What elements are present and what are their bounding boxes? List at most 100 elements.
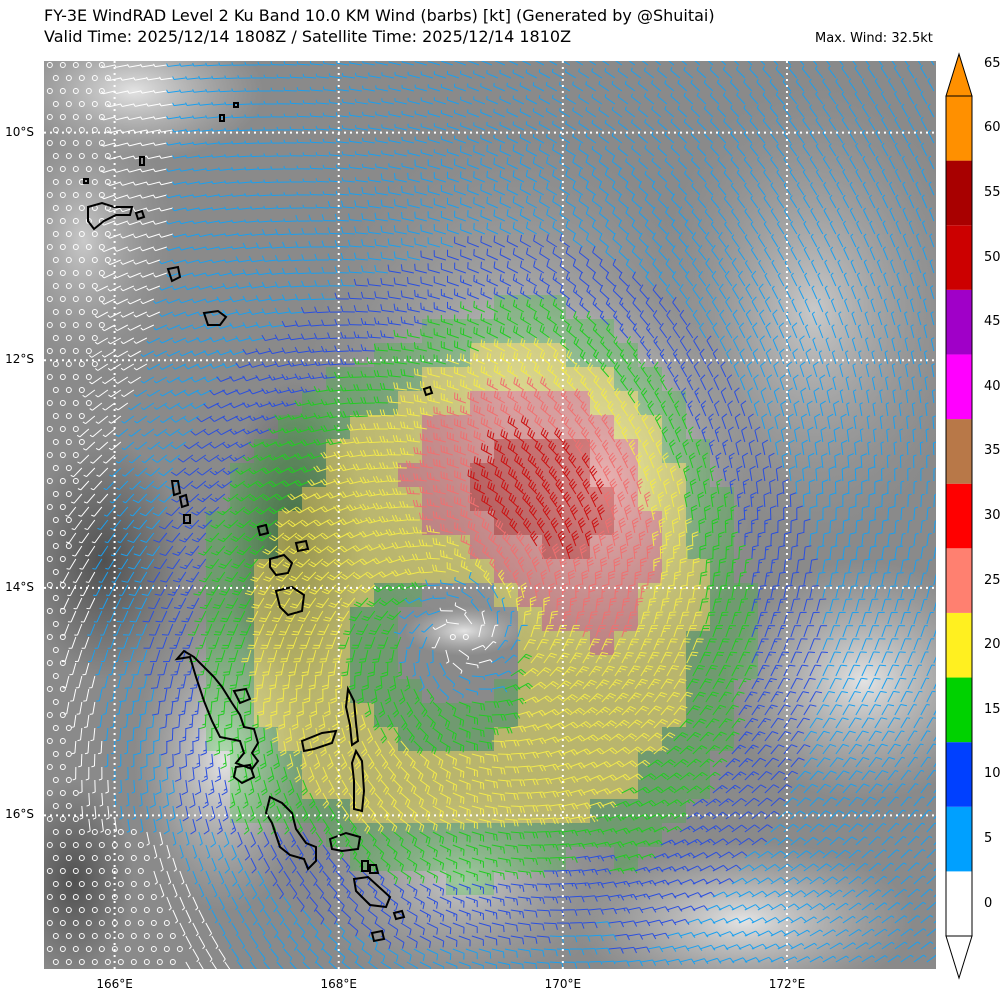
wind-barb <box>810 182 818 196</box>
colorbar-tick-label: 0 <box>984 895 993 911</box>
wind-barb <box>796 156 805 170</box>
colorbar-bin <box>946 677 972 743</box>
wind-barb <box>460 197 473 209</box>
colorbar-bin <box>946 871 972 936</box>
wind-barb <box>401 163 414 170</box>
wind-barb <box>617 145 629 157</box>
wind-barb <box>795 78 805 92</box>
wind-barb <box>631 119 642 131</box>
colorbar-bin <box>946 548 972 613</box>
wind-barb <box>618 168 629 183</box>
wind-barb <box>257 192 271 197</box>
wind-barb <box>506 108 519 118</box>
wind-barb <box>140 90 154 94</box>
wind-barb <box>179 63 193 67</box>
wind-barb <box>565 68 577 79</box>
colorbar-bin <box>946 806 972 872</box>
wind-barb <box>578 168 590 183</box>
wind-barb <box>140 194 154 199</box>
wind-barb <box>828 65 837 79</box>
colorbar-bin <box>946 289 972 355</box>
wind-barb <box>730 182 740 196</box>
wind-barb <box>309 191 323 196</box>
wind-barb <box>381 150 394 157</box>
wind-barb <box>908 168 915 183</box>
wind-barb <box>690 79 701 92</box>
wind-barb <box>572 81 584 92</box>
wind-barb <box>578 143 590 157</box>
wind-barb <box>730 156 740 170</box>
wind-barb <box>763 143 772 157</box>
wind-barb <box>551 94 564 105</box>
wind-barb <box>630 67 642 79</box>
wind-barb <box>114 194 128 200</box>
wind-barb <box>657 93 668 105</box>
wind-barb <box>532 182 545 196</box>
wind-barb <box>302 204 316 209</box>
wind-barb <box>341 151 355 157</box>
wind-barb <box>433 198 446 209</box>
wind-barb <box>512 196 525 209</box>
wind-barb <box>446 148 460 157</box>
wind-barb <box>153 194 167 199</box>
wind-barb <box>545 107 558 118</box>
wind-barb <box>875 181 883 196</box>
wind-barb <box>166 89 180 94</box>
wind-barb <box>604 93 616 105</box>
wind-barb <box>153 142 167 146</box>
wind-barb <box>296 191 310 196</box>
wind-barb <box>104 75 111 81</box>
wind-barb <box>815 169 824 183</box>
wind-barb <box>78 75 85 81</box>
wind-barb <box>559 133 571 144</box>
wind-barb <box>433 97 446 105</box>
wind-barb <box>388 111 401 118</box>
wind-barb <box>440 136 454 144</box>
wind-barb <box>322 61 336 66</box>
wind-barb <box>114 142 128 147</box>
wind-barb <box>762 117 772 131</box>
wind-barb <box>296 113 310 118</box>
wind-barb <box>460 70 473 79</box>
wind-barb <box>681 61 688 66</box>
wind-barb <box>548 61 558 66</box>
wind-barb <box>828 91 837 105</box>
wind-barb <box>454 109 467 118</box>
wind-barb <box>159 155 173 159</box>
wind-barb <box>644 119 655 131</box>
wind-barb <box>166 63 180 67</box>
wind-barb <box>354 177 368 183</box>
wind-barb <box>159 181 173 186</box>
wind-barb <box>835 104 844 118</box>
wind-barb <box>205 167 219 172</box>
wind-barb <box>52 205 59 211</box>
wind-barb <box>328 99 342 105</box>
wind-barb <box>315 125 329 131</box>
wind-barb <box>146 76 160 81</box>
wind-barb <box>888 129 896 144</box>
wind-barb <box>473 96 486 105</box>
wind-barb <box>842 168 850 183</box>
wind-barb <box>604 145 616 157</box>
lon-label-172e: 172°E <box>768 977 806 991</box>
wind-barb <box>159 129 173 133</box>
wind-barb <box>720 61 727 66</box>
wind-barb <box>730 105 740 118</box>
wind-barb <box>46 140 53 146</box>
wind-barb <box>185 102 199 106</box>
wind-barb <box>52 101 59 107</box>
wind-barb <box>617 119 629 131</box>
wind-barb <box>757 182 766 196</box>
wind-barb <box>499 170 512 183</box>
wind-barb <box>98 140 105 146</box>
wind-barb <box>743 130 753 144</box>
wind-barb <box>572 133 584 144</box>
wind-barb <box>244 114 258 118</box>
wind-barb <box>657 67 668 79</box>
wind-barb <box>631 168 642 183</box>
wind-barb <box>322 86 336 92</box>
wind-barb <box>775 65 785 79</box>
wind-barb <box>205 115 219 119</box>
wind-barb <box>480 83 493 92</box>
wind-barb <box>782 104 792 118</box>
